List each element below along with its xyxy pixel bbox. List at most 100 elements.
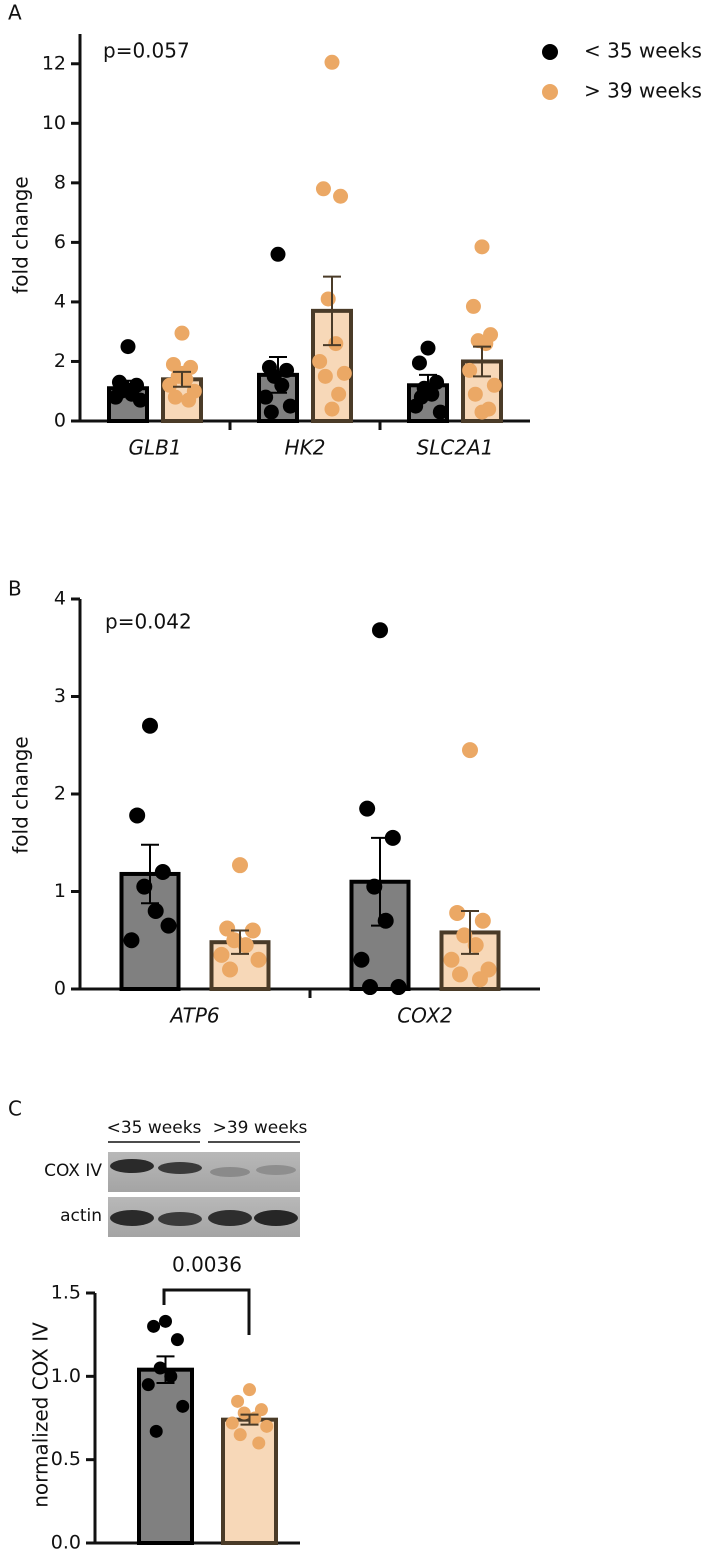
legend-marker bbox=[542, 44, 558, 60]
data-point bbox=[315, 181, 331, 197]
y-tick-label: 8 bbox=[54, 171, 66, 193]
data-point bbox=[478, 336, 494, 352]
data-point bbox=[243, 1383, 256, 1397]
y-axis-label: fold change bbox=[9, 176, 33, 294]
data-point bbox=[164, 1369, 178, 1383]
data-point bbox=[159, 1314, 172, 1328]
data-point bbox=[443, 951, 460, 968]
error-bar bbox=[473, 345, 491, 378]
band bbox=[256, 1165, 296, 1175]
x-tick-label: HK2 bbox=[285, 436, 326, 460]
data-point bbox=[449, 904, 466, 921]
y-tick-label: 1.5 bbox=[51, 1282, 81, 1304]
y-tick-label: 4 bbox=[54, 290, 66, 312]
data-point bbox=[129, 807, 146, 824]
data-point bbox=[420, 340, 436, 356]
data-point bbox=[231, 1394, 245, 1408]
data-point bbox=[362, 979, 379, 996]
y-tick-label: 1 bbox=[54, 880, 66, 902]
data-point bbox=[174, 325, 190, 341]
data-point bbox=[467, 386, 483, 402]
data-point bbox=[462, 362, 478, 378]
data-point bbox=[147, 1319, 161, 1333]
annotation: 0.0036 bbox=[172, 1253, 242, 1277]
error-bar bbox=[156, 1355, 175, 1384]
y-tick-label: 0.5 bbox=[51, 1448, 81, 1470]
annotation: p=0.042 bbox=[105, 610, 192, 634]
data-point bbox=[282, 398, 298, 414]
data-point bbox=[429, 374, 445, 390]
y-tick-label: 0 bbox=[54, 410, 66, 432]
legend-label: < 35 weeks bbox=[584, 39, 702, 63]
data-point bbox=[167, 389, 183, 405]
data-point bbox=[328, 336, 344, 352]
blot-row-label: actin bbox=[60, 1206, 102, 1226]
data-point bbox=[142, 717, 158, 734]
data-point bbox=[372, 622, 388, 639]
y-tick-label: 2 bbox=[54, 350, 66, 372]
data-point bbox=[252, 1436, 266, 1450]
western-blot: <35 weeks >39 weeks COX IV actin bbox=[44, 1118, 308, 1237]
legend-label: > 39 weeks bbox=[584, 79, 702, 103]
data-point bbox=[320, 291, 336, 307]
error-bar bbox=[371, 836, 389, 927]
data-point bbox=[462, 742, 478, 759]
error-bar bbox=[323, 275, 341, 347]
y-tick-label: 0 bbox=[54, 978, 66, 1000]
data-point bbox=[176, 1399, 190, 1413]
data-point bbox=[263, 404, 279, 420]
data-point bbox=[232, 857, 248, 874]
x-tick-label: GLB1 bbox=[128, 436, 181, 460]
data-point bbox=[432, 404, 448, 420]
data-point bbox=[474, 912, 491, 929]
data-point bbox=[324, 54, 340, 70]
data-point bbox=[147, 903, 164, 919]
data-point bbox=[279, 362, 295, 378]
error-bar bbox=[461, 910, 479, 955]
panel-label: B bbox=[8, 577, 22, 601]
band bbox=[210, 1167, 250, 1177]
band bbox=[158, 1212, 202, 1226]
data-point bbox=[333, 188, 349, 204]
band bbox=[158, 1162, 202, 1174]
error-bar bbox=[419, 373, 437, 397]
band bbox=[110, 1210, 154, 1226]
y-tick-label: 12 bbox=[42, 52, 66, 74]
data-point bbox=[411, 355, 427, 371]
error-bar bbox=[269, 355, 287, 394]
data-point bbox=[222, 961, 239, 978]
bar bbox=[221, 1417, 278, 1545]
band bbox=[110, 1159, 154, 1173]
y-tick-label: 1.0 bbox=[51, 1365, 81, 1387]
data-point bbox=[413, 389, 429, 405]
legend-marker bbox=[542, 84, 558, 100]
data-point bbox=[233, 1428, 247, 1442]
error-bar bbox=[231, 929, 249, 955]
data-point bbox=[141, 1378, 155, 1392]
error-bar bbox=[141, 843, 159, 905]
y-tick-label: 3 bbox=[54, 685, 66, 707]
band bbox=[208, 1210, 252, 1226]
data-point bbox=[353, 951, 370, 968]
data-point bbox=[486, 377, 502, 393]
panel-label: C bbox=[8, 1097, 22, 1121]
error-bar bbox=[240, 1413, 259, 1426]
data-point bbox=[225, 1416, 239, 1430]
data-point bbox=[162, 377, 178, 393]
y-tick-label: 10 bbox=[42, 112, 66, 134]
data-point bbox=[456, 927, 473, 944]
data-point bbox=[237, 1406, 251, 1420]
x-tick-label: ATP6 bbox=[168, 1004, 219, 1028]
data-point bbox=[153, 1361, 167, 1375]
data-point bbox=[471, 971, 488, 988]
data-point bbox=[366, 878, 383, 895]
data-point bbox=[359, 800, 376, 817]
significance-bracket bbox=[162, 1288, 251, 1335]
data-point bbox=[149, 1424, 163, 1438]
data-point bbox=[331, 386, 347, 402]
data-point bbox=[213, 946, 230, 963]
data-point bbox=[270, 246, 286, 262]
data-point bbox=[274, 377, 290, 393]
data-point bbox=[474, 239, 490, 255]
